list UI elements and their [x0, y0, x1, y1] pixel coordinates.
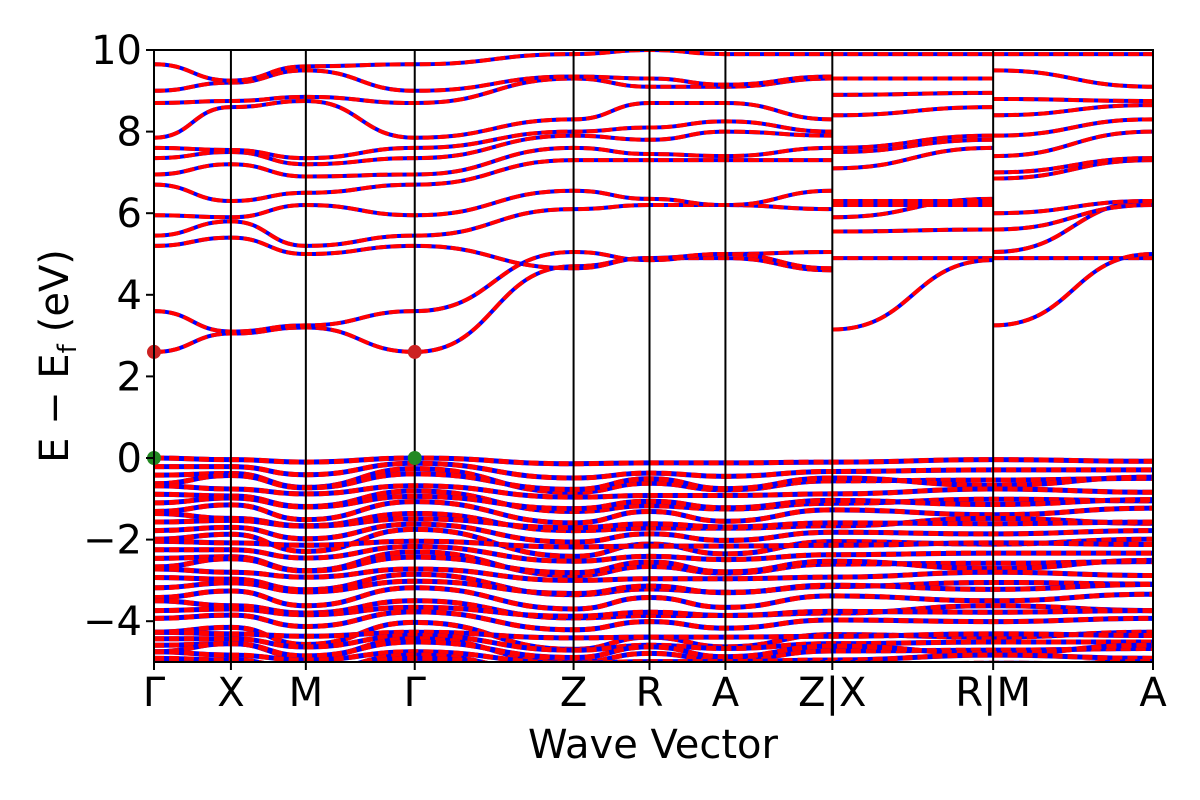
band-line-spin-up [154, 50, 833, 83]
y-tick-label: 8 [117, 110, 142, 156]
band-line-spin-down [832, 258, 994, 332]
band-line-spin-down [832, 90, 994, 97]
y-tick-label: 2 [117, 354, 142, 400]
band-line-spin-down [154, 256, 833, 354]
dense-band-spin-down [154, 460, 1153, 481]
band-lines [154, 50, 1153, 354]
dense-band-spin-down [154, 649, 1153, 662]
band-line-spin-down [993, 158, 1153, 181]
band-line-spin-down [154, 98, 833, 140]
x-tick-label: A [1139, 670, 1167, 716]
band-line-spin-down [832, 105, 994, 118]
band-line-spin-down [154, 76, 833, 106]
band-line-spin-down [154, 249, 833, 334]
band-line-spin-down [154, 158, 833, 203]
band-line-spin-down [993, 96, 1153, 103]
band-line-spin-down [993, 68, 1153, 89]
dense-band-spin-down [154, 619, 1153, 652]
x-tick-label: Γ [143, 670, 166, 716]
x-tick-label: A [712, 670, 740, 716]
y-tick-label: 4 [117, 273, 142, 319]
band-line-spin-down [993, 129, 1153, 159]
y-tick-label: 0 [117, 436, 142, 482]
dense-band-spin-down [154, 544, 1153, 564]
dense-band-spin-down [154, 521, 1153, 545]
band-line-spin-down [993, 198, 1153, 216]
band-line-spin-down [154, 119, 833, 161]
y-tick-label: −2 [83, 518, 142, 564]
y-axis-title-main: E − E [32, 353, 78, 463]
dense-band-spin-down [154, 455, 1153, 467]
dense-band-spin-down [154, 554, 1153, 576]
dense-band-spin-down [154, 639, 1153, 661]
dense-band-spin-down [154, 526, 1153, 559]
x-tick-label: Z [560, 670, 587, 716]
band-line-spin-up [154, 188, 833, 220]
dense-band-spin-down [154, 629, 1153, 641]
y-axis-title: E − Ef (eV) [32, 249, 83, 463]
x-tick-label: M [289, 670, 324, 716]
dense-band-spin-down [154, 493, 1153, 512]
svg-text:E − Ef(eV): E − Ef (eV) [32, 249, 83, 463]
x-tick-label: R [636, 670, 664, 716]
dense-band-spin-down [154, 499, 1153, 526]
dense-band-spin-down [154, 538, 1153, 550]
band-line-spin-up [832, 258, 994, 332]
dense-band-spin-down [154, 585, 1153, 612]
band-line-spin-down [993, 252, 1153, 328]
band-line-spin-down [832, 145, 994, 171]
vbm-marker [407, 451, 422, 465]
dense-band-region [154, 455, 1153, 662]
y-axis-title-sub: f [53, 343, 83, 353]
dense-band-spin-down [154, 566, 1153, 583]
band-line-spin-up [154, 235, 833, 271]
band-line-spin-down [154, 68, 833, 93]
band-line-spin-down [993, 117, 1153, 138]
x-tick-label: Γ [404, 670, 427, 716]
band-line-spin-down [154, 145, 833, 179]
dense-band-spin-down [154, 609, 1153, 633]
band-line-spin-down [832, 227, 994, 234]
dense-band-spin-down [154, 483, 1153, 500]
y-tick-label: 6 [117, 191, 142, 237]
band-line-spin-down [154, 50, 833, 83]
kpoint-separators [229, 50, 995, 662]
band-line-spin-down [832, 133, 994, 150]
dense-band-spin-down [154, 471, 1153, 492]
x-tick-label: R|M [955, 670, 1031, 716]
x-tick-label: Z|X [798, 670, 866, 716]
band-line-spin-up [154, 256, 833, 354]
x-axis-ticks: Γ X M Γ Z R A Z|X R|M A [143, 662, 1167, 716]
y-tick-label: 10 [91, 28, 142, 74]
x-axis-title: Wave Vector [528, 722, 779, 768]
band-line-spin-down [993, 203, 1153, 232]
dense-band-spin-down [154, 632, 1153, 653]
band-line-spin-down [154, 129, 833, 167]
dense-band-spin-down [154, 604, 1153, 619]
cbm-marker [407, 344, 422, 359]
x-tick-label: X [217, 670, 244, 716]
band-line-spin-up [154, 249, 833, 334]
dense-band-spin-down [154, 488, 1153, 514]
plot-frame [153, 49, 1154, 663]
band-line-spin-down [993, 156, 1153, 175]
band-line-spin-down [832, 137, 994, 154]
dense-band-spin-down [154, 578, 1153, 596]
dense-band-spin-down [154, 516, 1153, 531]
extrema-markers [147, 344, 422, 465]
band-line-spin-down [993, 103, 1153, 118]
y-axis-title-unit: (eV) [32, 249, 78, 332]
y-axis-ticks: −4 −2 0 2 4 6 8 10 [83, 28, 154, 645]
y-tick-label: −4 [83, 599, 142, 645]
